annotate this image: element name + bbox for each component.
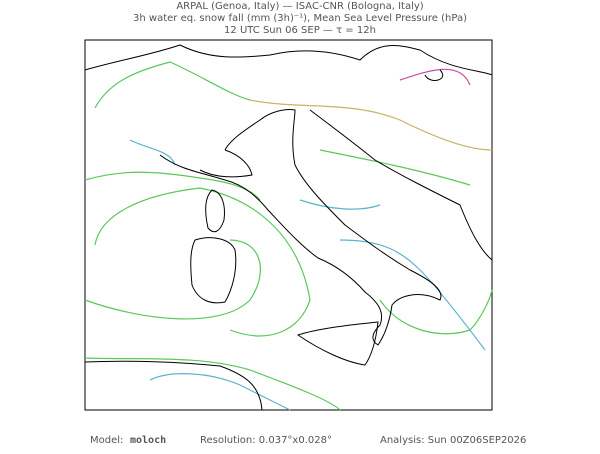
header-line: ARPAL (Genoa, Italy) — ISAC-CNR (Bologna… [176,1,423,12]
footer-label: Model: [90,435,123,446]
isobar [249,99,493,151]
isobar [84,239,261,320]
footer-model: moloch [130,435,166,446]
isobar [299,199,381,210]
isobar [149,373,291,411]
border [199,149,253,178]
isobar [94,61,251,109]
isobar [84,357,341,411]
isobar [94,187,311,337]
lake [424,69,444,81]
corsica [205,189,225,233]
sicily [296,321,379,366]
footer-resolution: Resolution: 0.037°x0.028° [200,435,332,446]
isobar [399,68,471,86]
isobar [339,239,486,351]
sardinia [190,237,237,304]
header-line: 3h water eq. snow fall (mm (3h)⁻¹), Mean… [133,13,467,24]
isobar [129,139,176,166]
footer-analysis: Analysis: Sun 00Z06SEP2026 [380,435,526,446]
isobar [319,149,471,186]
border [84,44,493,76]
map [84,39,493,411]
isobars [84,61,493,411]
map-frame [84,39,493,411]
africa-coast [84,360,263,411]
balkan-coast [309,109,493,261]
coastlines [84,44,493,411]
italy-coast [159,109,442,346]
header-line: 12 UTC Sun 06 SEP — τ = 12h [224,25,376,36]
isobar [379,289,493,335]
